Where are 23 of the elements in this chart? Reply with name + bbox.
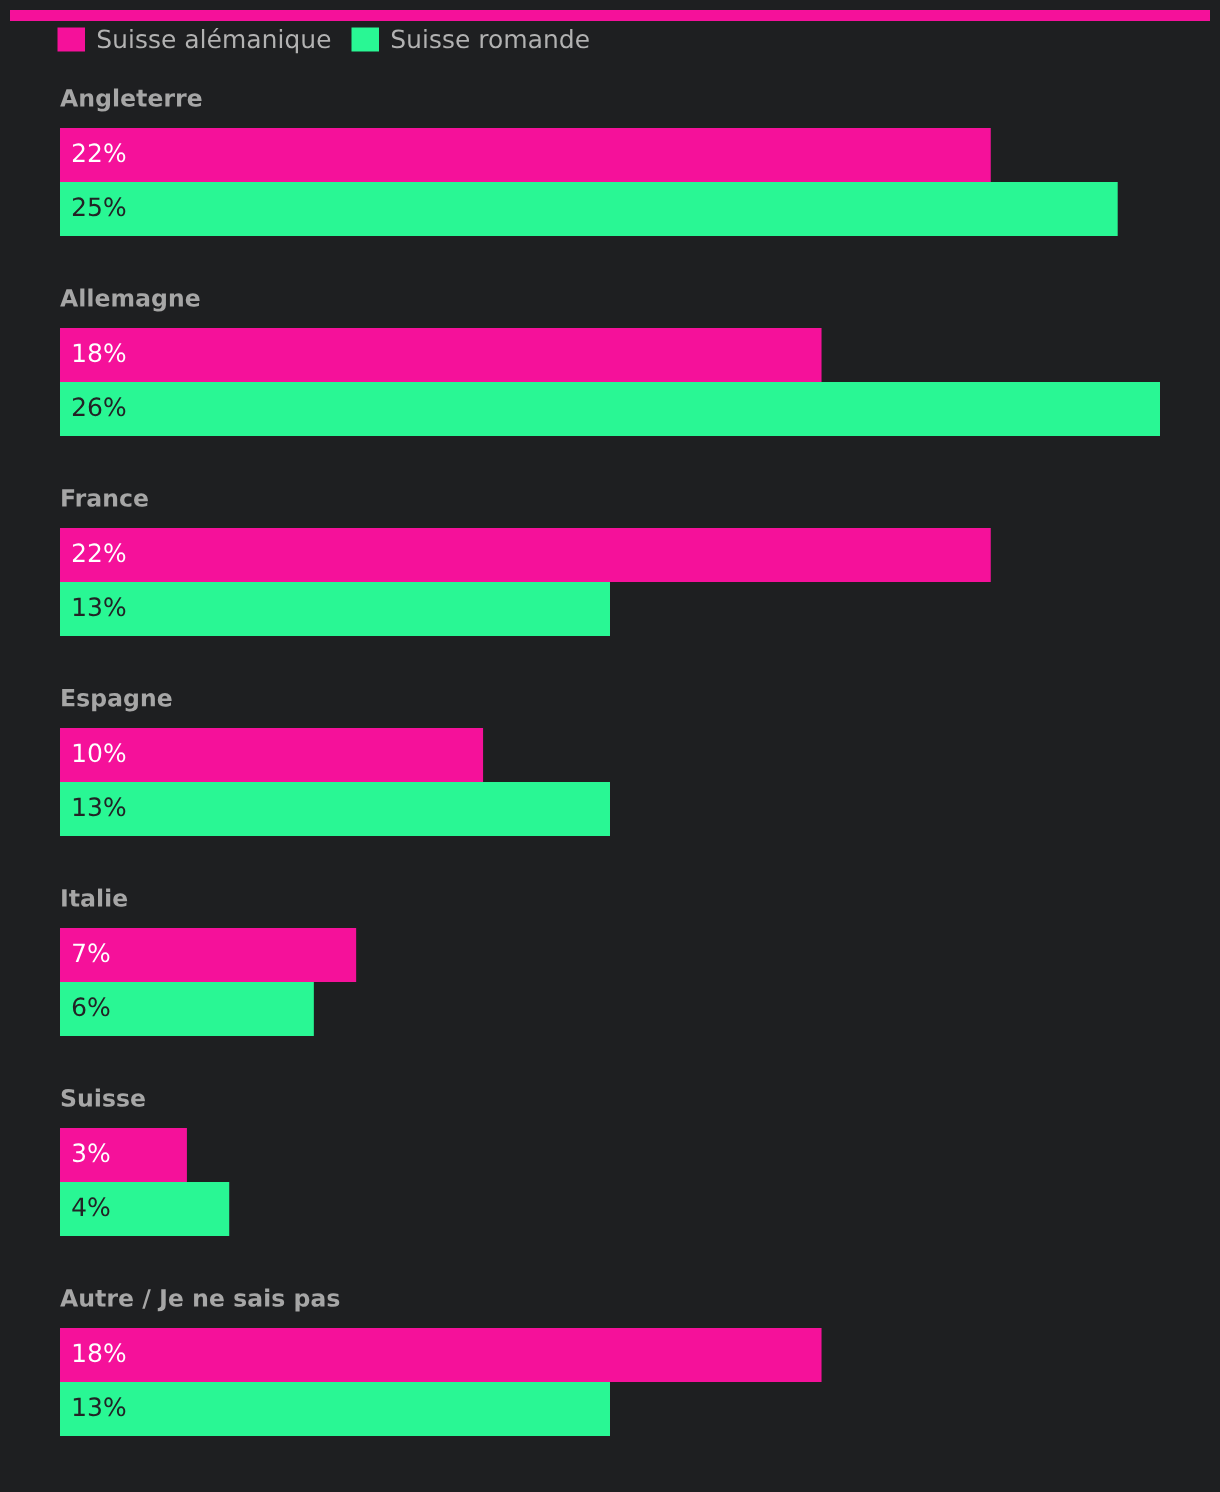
legend-label: Suisse alémanique	[97, 28, 331, 54]
data-label: 7%	[73, 943, 110, 963]
y-tick-label: Suisse	[61, 1088, 145, 1107]
data-label: 25%	[72, 197, 126, 217]
y-tick-label: Allemagne	[60, 288, 200, 312]
data-label: 3%	[73, 1143, 110, 1163]
data-label: 22%	[72, 143, 126, 163]
y-tick-label: Italie	[62, 888, 128, 907]
y-tick-label: Angleterre	[60, 88, 202, 112]
data-label: 13%	[73, 597, 126, 617]
data-label: 18%	[73, 1343, 126, 1363]
data-label: 13%	[73, 797, 126, 817]
data-label: 22%	[72, 543, 126, 563]
y-tick-label: Autre / Je ne sais pas	[60, 1288, 340, 1312]
data-label: 13%	[73, 1397, 126, 1417]
y-tick-label: Espagne	[62, 689, 172, 712]
legend-label: Suisse romande	[391, 29, 589, 49]
y-tick-label: France	[62, 489, 148, 507]
data-label: 26%	[72, 397, 126, 417]
data-label: 4%	[72, 1197, 110, 1217]
data-label: 6%	[72, 997, 110, 1017]
data-label: 18%	[73, 343, 126, 363]
data-label: 10%	[73, 743, 126, 763]
